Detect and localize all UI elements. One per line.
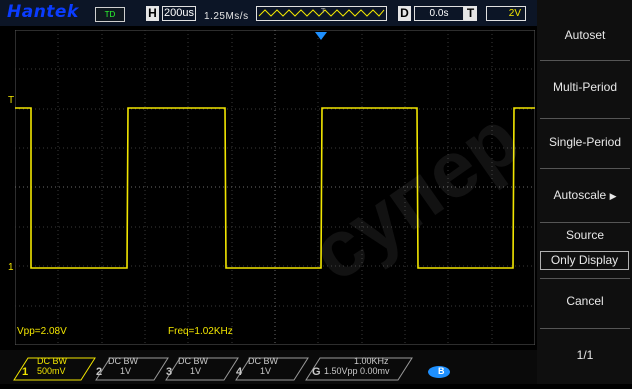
ch2-number: 2 — [96, 366, 103, 378]
waveform-display[interactable]: Vpp=2.08V Freq=1.02KHz — [14, 29, 536, 346]
trigger-marker: T — [8, 95, 15, 106]
waveform-graticule — [14, 29, 536, 346]
sample-rate: 1.25Ms/s — [204, 11, 249, 22]
autoscale-label: Autoscale — [553, 188, 607, 202]
generator-number: G — [312, 366, 321, 378]
timebase-value[interactable]: 200us — [162, 6, 196, 21]
delay-label: D — [398, 6, 411, 21]
menu-divider — [540, 328, 630, 329]
autoscale-button[interactable]: Autoscale ▶ — [540, 188, 630, 202]
ch4-scale: 1V — [260, 366, 272, 376]
source-select[interactable]: Only Display — [540, 251, 629, 270]
generator-amplitude: 1.50Vpp 0.00mv — [324, 366, 390, 376]
ch2-scale: 1V — [120, 366, 132, 376]
cancel-button[interactable]: Cancel — [566, 294, 604, 308]
source-label: Source — [565, 228, 605, 242]
ch3-coupling: DC BW — [178, 356, 208, 366]
single-period-button[interactable]: Single-Period — [548, 135, 622, 149]
channel-bar-shapes — [13, 357, 450, 381]
chevron-right-icon: ▶ — [609, 191, 617, 201]
horizontal-label: H — [146, 6, 159, 21]
ch1-coupling: DC BW — [37, 356, 67, 366]
menu-divider — [540, 222, 630, 223]
run-status-button[interactable]: TD — [95, 7, 125, 22]
ch4-settings[interactable]: DC BW 1V — [248, 356, 278, 382]
ch4-coupling: DC BW — [248, 356, 278, 366]
menu-page-indicator: 1/1 — [576, 348, 594, 362]
menu-divider — [540, 118, 630, 119]
menu-divider — [540, 60, 630, 61]
frequency-measurement: Freq=1.02KHz — [168, 326, 233, 337]
svg-text:T: T — [320, 7, 326, 15]
ch3-settings[interactable]: DC BW 1V — [178, 356, 208, 382]
generator-frequency: 1.00KHz — [354, 356, 389, 366]
vpp-measurement: Vpp=2.08V — [17, 326, 67, 337]
side-menu: Autoset Multi-Period Single-Period Autos… — [537, 0, 632, 384]
ch3-scale: 1V — [190, 366, 202, 376]
trigger-label: T — [464, 6, 477, 21]
ch2-coupling: DC BW — [108, 356, 138, 366]
ch3-number: 3 — [166, 366, 173, 378]
ch1-ground-marker: 1 — [8, 262, 14, 273]
delay-value[interactable]: 0.0s — [414, 6, 464, 21]
memory-wave-icon: T — [258, 7, 385, 17]
trigger-level-value[interactable]: 2V — [486, 6, 526, 21]
ch1-number: 1 — [22, 366, 29, 378]
menu-divider — [540, 278, 630, 279]
autoset-button[interactable]: Autoset — [564, 28, 606, 42]
top-status-bar: Hantek TD H 200us 1.25Ms/s T D 0.0s T 2V — [0, 0, 537, 26]
ch2-settings[interactable]: DC BW 1V — [108, 356, 138, 382]
ch1-scale: 500mV — [37, 366, 66, 376]
brand-logo: Hantek — [7, 2, 79, 22]
memory-depth-waveform: T — [256, 6, 387, 21]
usb-icon: B — [438, 366, 445, 376]
ch1-settings[interactable]: DC BW 500mV — [37, 356, 67, 382]
multi-period-button[interactable]: Multi-Period — [552, 80, 618, 94]
ch4-number: 4 — [236, 366, 243, 378]
menu-divider — [540, 168, 630, 169]
channel-bar — [0, 350, 537, 384]
generator-settings[interactable]: 1.00KHz 1.50Vpp 0.00mv — [324, 356, 390, 382]
